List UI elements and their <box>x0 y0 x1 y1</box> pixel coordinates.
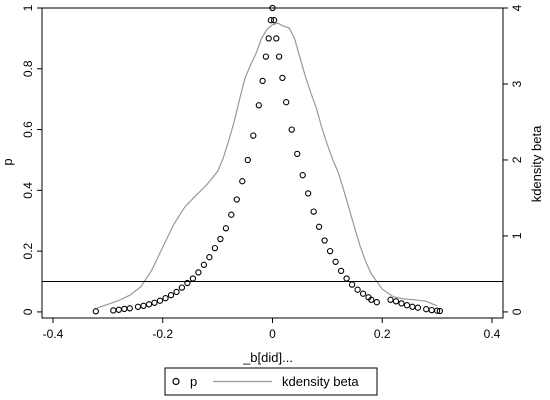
p-point <box>423 306 430 313</box>
p-point <box>262 53 270 60</box>
p-point <box>255 102 262 109</box>
p-point <box>211 244 219 252</box>
x-axis-title: _b[did]... <box>242 350 293 365</box>
p-point <box>269 4 276 12</box>
p-point <box>354 286 361 293</box>
y-axis-right-title: kdensity beta <box>529 125 544 202</box>
p-point <box>270 17 278 24</box>
kdensity-line <box>96 22 438 309</box>
p-point <box>195 269 202 276</box>
p-point <box>92 308 99 315</box>
p-point <box>387 296 394 303</box>
x-tick-label: 0.4 <box>484 327 501 341</box>
p-point <box>321 237 328 244</box>
p-point <box>315 223 323 230</box>
p-point <box>403 302 411 309</box>
p-point <box>288 126 295 133</box>
y-right-tick-label: 0 <box>510 308 524 315</box>
y-left-tick-label: 0 <box>21 308 35 315</box>
y-axis-left-title: p <box>0 158 15 165</box>
p-point <box>337 267 345 275</box>
x-tick-label: -0.4 <box>43 327 64 341</box>
p-point <box>275 53 283 60</box>
kdensity-layer <box>96 22 438 309</box>
p-point <box>326 247 334 255</box>
axes-layer: -0.4 -0.2 0 0.2 0.4 0 0.2 0.4 0.6 0.8 1 0 1 2 3 4 <box>21 4 524 341</box>
p-point <box>173 288 180 296</box>
p-point <box>162 295 169 302</box>
legend-label-kdensity: kdensity beta <box>282 374 359 389</box>
y-left-tick-label: 0.4 <box>21 182 35 199</box>
p-point <box>222 225 230 232</box>
p-point <box>368 296 375 303</box>
p-point <box>409 303 416 310</box>
y-left-tick-label: 1 <box>21 4 35 11</box>
x-tick-label: 0.2 <box>374 327 391 341</box>
legend-label-p: p <box>190 374 197 389</box>
p-point <box>294 150 301 158</box>
p-point <box>134 303 142 310</box>
p-point <box>184 279 191 287</box>
p-point <box>115 306 122 313</box>
legend-marker-p <box>172 377 180 386</box>
p-point <box>398 300 405 307</box>
y-right-tick-label: 2 <box>510 156 524 163</box>
p-point <box>121 305 128 313</box>
p-point <box>414 304 422 311</box>
p-point <box>343 275 350 282</box>
plot-frame <box>41 7 504 319</box>
y-left-tick-label: 0.6 <box>21 121 35 138</box>
p-point <box>279 74 286 82</box>
p-point <box>373 299 380 306</box>
p-point <box>259 77 266 85</box>
p-point <box>392 298 400 305</box>
y-left-tick-label: 0.8 <box>21 60 35 77</box>
p-point <box>433 307 441 314</box>
p-point <box>299 172 306 179</box>
p-point <box>145 301 153 308</box>
p-point <box>265 35 272 42</box>
y-right-tick-label: 1 <box>510 232 524 239</box>
p-point <box>348 281 356 288</box>
scatter-layer <box>92 4 444 315</box>
p-point <box>305 190 312 197</box>
p-point <box>110 307 117 314</box>
y-right-tick-label: 3 <box>510 80 524 87</box>
p-point <box>273 35 280 42</box>
p-point <box>156 297 164 304</box>
p-point <box>140 302 147 309</box>
x-tick-label: 0 <box>269 327 276 341</box>
p-point <box>428 306 435 314</box>
p-point <box>178 284 186 291</box>
p-point <box>436 307 444 315</box>
p-point <box>359 290 367 297</box>
p-point <box>283 99 290 106</box>
p-point <box>267 17 275 24</box>
p-point <box>228 211 235 218</box>
x-tick-label: -0.2 <box>152 327 173 341</box>
p-point <box>239 178 246 185</box>
legend-box <box>164 367 378 396</box>
p-point <box>332 258 339 265</box>
p-point <box>233 196 240 203</box>
y-right-tick-label: 4 <box>510 4 524 11</box>
p-point <box>206 254 213 261</box>
p-point <box>200 261 208 268</box>
p-point <box>250 132 257 139</box>
y-left-tick-label: 0.2 <box>21 242 35 259</box>
p-point <box>217 235 224 243</box>
p-point <box>151 299 158 306</box>
p-point <box>310 208 317 215</box>
legend: p kdensity beta <box>164 367 378 396</box>
p-point <box>167 292 175 299</box>
p-point <box>189 275 197 282</box>
p-point <box>126 305 133 312</box>
p-point <box>244 156 251 164</box>
